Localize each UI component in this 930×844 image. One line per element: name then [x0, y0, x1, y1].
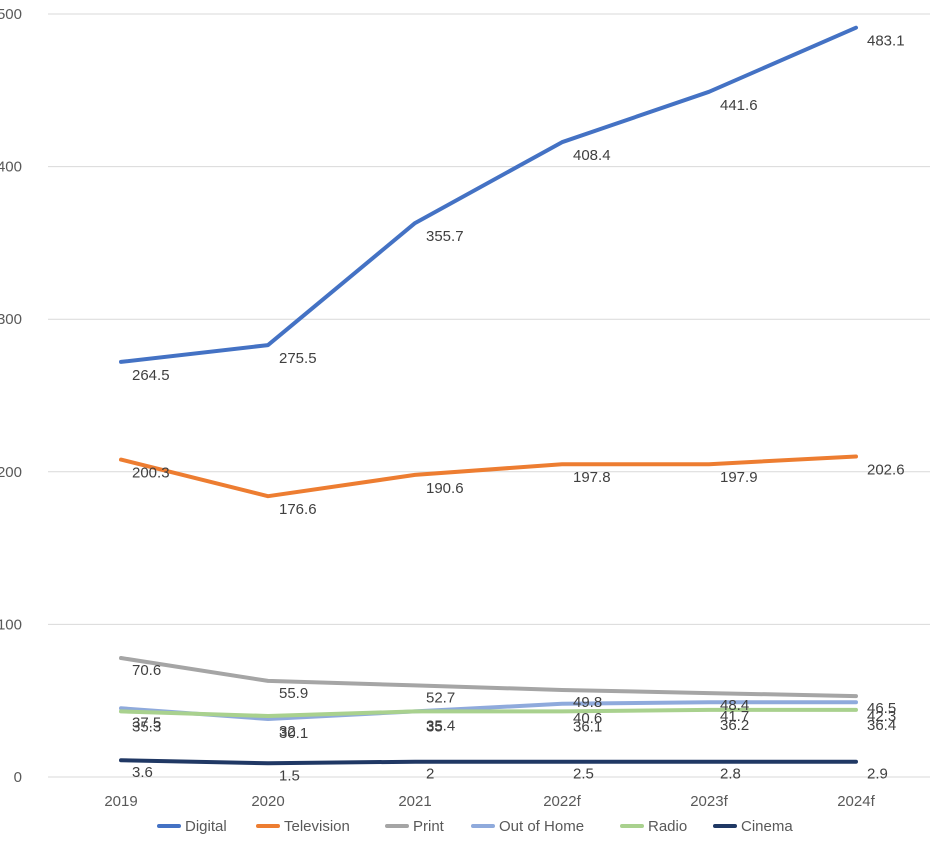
- data-label-television: 197.9: [720, 469, 758, 486]
- legend-item-television: Television: [256, 818, 350, 835]
- legend: Digital Television Print Out of Home Radio Ci…: [157, 818, 793, 835]
- series-lines: [119, 25, 858, 766]
- series-line-cinema: [119, 758, 858, 766]
- data-label-out-of-home: 42.3: [867, 708, 896, 725]
- data-label-digital: 441.6: [720, 97, 758, 114]
- data-label-television: 197.8: [573, 469, 611, 486]
- legend-item-radio: Radio: [620, 818, 687, 835]
- data-label-print: 49.8: [573, 694, 602, 711]
- data-label-radio: 36.2: [720, 717, 749, 734]
- data-label-radio: 35: [426, 718, 443, 735]
- data-label-digital: 408.4: [573, 147, 611, 164]
- data-label-digital: 355.7: [426, 228, 464, 245]
- legend-item-cinema: Cinema: [713, 818, 793, 835]
- data-label-television: 202.6: [867, 462, 905, 479]
- data-label-television: 200.3: [132, 465, 170, 482]
- legend-item-digital: Digital: [157, 818, 227, 835]
- legend-item-print: Print: [385, 818, 445, 835]
- data-label-radio: 36.1: [573, 718, 602, 735]
- y-tick-label: 300: [0, 311, 22, 328]
- data-label-cinema: 2.8: [720, 766, 741, 783]
- data-label-print: 55.9: [279, 685, 308, 702]
- legend-item-out-of-home: Out of Home: [471, 818, 584, 835]
- x-tick-label: 2023f: [690, 793, 728, 810]
- legend-label: Print: [413, 818, 445, 835]
- data-labels: 264.5 275.5 355.7 408.4 441.6 483.1 200.3 176.6…: [132, 33, 905, 785]
- series-line-print: [119, 656, 858, 699]
- data-label-out-of-home: 40.6: [573, 710, 602, 727]
- y-tick-label: 200: [0, 464, 22, 481]
- series-line-digital: [119, 25, 858, 364]
- data-label-cinema: 2.9: [867, 766, 888, 783]
- legend-label: Radio: [648, 818, 687, 835]
- data-label-out-of-home: 37.5: [132, 714, 161, 731]
- data-label-print: 52.7: [426, 689, 455, 706]
- data-label-digital: 264.5: [132, 367, 170, 384]
- x-tick-label: 2024f: [837, 793, 875, 810]
- series-line-radio: [119, 707, 858, 718]
- y-tick-label: 500: [0, 6, 22, 23]
- y-axis-ticks: 0 100 200 300 400 500: [0, 6, 22, 786]
- x-tick-label: 2021: [398, 793, 431, 810]
- legend-label: Digital: [185, 818, 227, 835]
- data-label-television: 176.6: [279, 501, 317, 518]
- data-label-cinema: 2: [426, 766, 434, 783]
- data-label-cinema: 2.5: [573, 766, 594, 783]
- legend-label: Out of Home: [499, 818, 584, 835]
- data-label-radio: 36.4: [867, 717, 896, 734]
- data-label-print: 46.5: [867, 700, 896, 717]
- x-axis-ticks: 2019 2020 2021 2022f 2023f 2024f: [104, 793, 875, 810]
- data-label-radio: 32: [279, 723, 296, 740]
- y-tick-label: 100: [0, 616, 22, 633]
- data-label-cinema: 3.6: [132, 764, 153, 781]
- series-line-television: [119, 454, 858, 499]
- data-label-out-of-home: 30.1: [279, 725, 308, 742]
- data-label-print: 48.4: [720, 697, 749, 714]
- data-label-print: 70.6: [132, 662, 161, 679]
- legend-label: Television: [284, 818, 350, 835]
- data-label-television: 190.6: [426, 480, 464, 497]
- data-label-radio: 35.3: [132, 718, 161, 735]
- data-label-digital: 483.1: [867, 33, 905, 50]
- x-tick-label: 2019: [104, 793, 137, 810]
- data-label-out-of-home: 35.4: [426, 717, 455, 734]
- x-tick-label: 2020: [251, 793, 284, 810]
- y-tick-label: 400: [0, 159, 22, 176]
- y-tick-label: 0: [14, 769, 22, 786]
- x-tick-label: 2022f: [543, 793, 581, 810]
- data-label-out-of-home: 41.7: [720, 708, 749, 725]
- data-label-cinema: 1.5: [279, 767, 300, 784]
- gridlines: [48, 13, 930, 778]
- legend-label: Cinema: [741, 818, 793, 835]
- data-label-digital: 275.5: [279, 350, 317, 367]
